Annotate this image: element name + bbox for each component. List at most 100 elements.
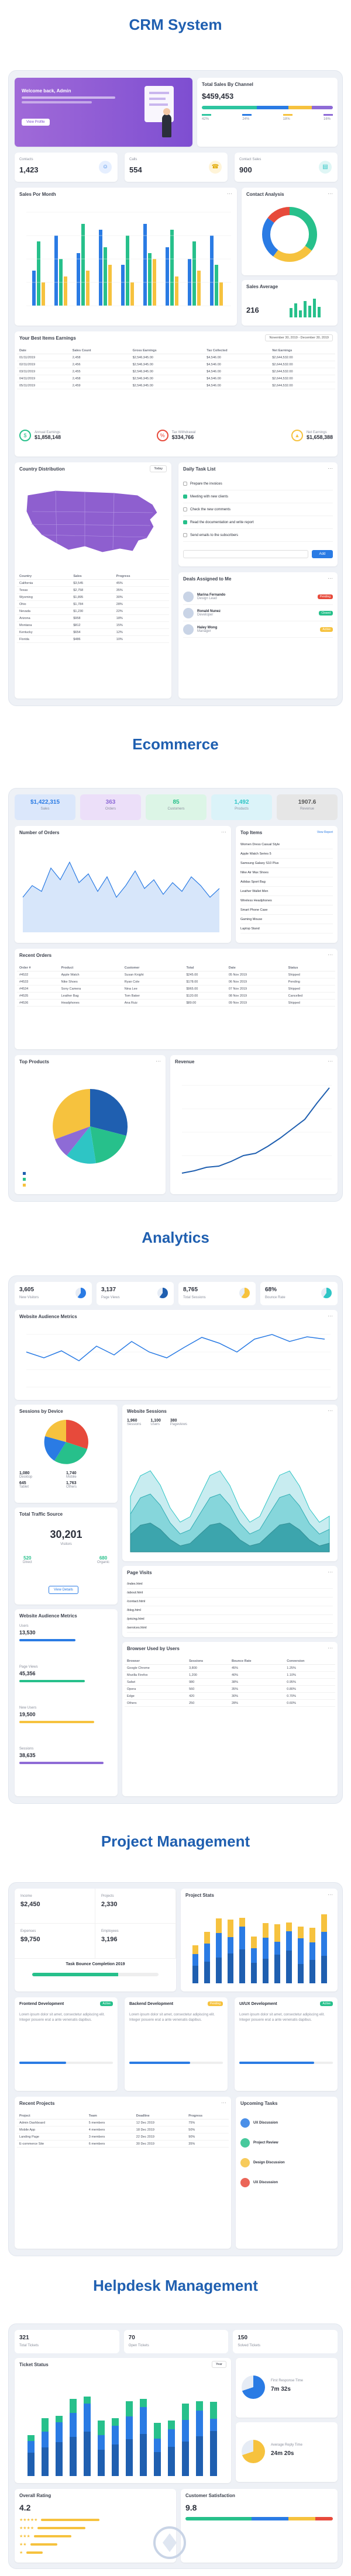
top-item-row[interactable]: Gaming Mouse — [240, 915, 333, 924]
earnings-date-picker[interactable]: November 30, 2019 - December 30, 2019 — [265, 334, 333, 341]
top-items-link[interactable]: View Report — [316, 831, 333, 834]
table-cell: 07 Nov 2019 — [226, 985, 286, 993]
upcoming-item[interactable]: Project Review — [240, 2133, 333, 2153]
todo-checkbox[interactable] — [183, 520, 187, 524]
upcoming-item[interactable]: UX Discussion — [240, 2113, 333, 2133]
top-item-row[interactable]: Leather Wallet Men — [240, 887, 333, 896]
page-row[interactable]: /about.html — [127, 1589, 333, 1598]
more-icon[interactable]: ⋯ — [221, 829, 226, 835]
project-card[interactable]: Frontend Development Active Lorem ipsum do… — [15, 1997, 118, 2091]
project-card[interactable]: UI/UX Development Active Lorem ipsum dolor… — [235, 1997, 338, 2091]
todo-input[interactable] — [183, 550, 308, 558]
todo-checkbox[interactable] — [183, 495, 187, 499]
top-items-title: Top Items — [240, 830, 263, 835]
more-icon[interactable]: ⋯ — [156, 1058, 161, 1064]
more-icon[interactable]: ⋯ — [328, 465, 333, 471]
tax-withdrawal-icon: % — [156, 430, 168, 441]
bar — [168, 2429, 175, 2447]
table-row[interactable]: California $3,545 45% — [17, 579, 169, 587]
todo-item[interactable]: Read the documentation and write report — [183, 516, 333, 529]
table-row[interactable]: 03/11/2019 2,455 $2,546,945.00 $4,546.00 $2,… — [17, 368, 335, 375]
more-icon[interactable]: ⋯ — [328, 952, 333, 957]
top-item-row[interactable]: Nike Air Max Shoes — [240, 868, 333, 877]
todo-item[interactable]: Send emails to the subscribers — [183, 529, 333, 542]
more-icon[interactable]: ⋯ — [221, 2100, 226, 2105]
todo-item[interactable]: Check the new comments — [183, 503, 333, 516]
top-item-row[interactable]: Smart Phone Case — [240, 905, 333, 915]
more-icon[interactable]: ⋯ — [328, 1058, 333, 1064]
table-row[interactable]: Nevada $1,230 22% — [17, 607, 169, 615]
table-row[interactable]: 05/11/2019 2,459 $2,546,945.00 $4,546.00 $2,… — [17, 382, 335, 389]
table-row[interactable]: E-commerce Site 6 members 30 Dec 2019 35% — [17, 2140, 229, 2148]
more-icon[interactable]: ⋯ — [328, 1645, 333, 1651]
top-item-row[interactable]: Laptop Stand — [240, 924, 333, 933]
table-cell: Edge — [125, 1692, 187, 1700]
table-row[interactable]: #4535 Leather Bag Tom Baker $120.00 08 Nov 2… — [17, 992, 335, 1000]
upcoming-item[interactable]: Design Discussion — [240, 2153, 333, 2173]
project-card-text: Lorem ipsum dolor sit amet, consectetur … — [129, 2013, 215, 2022]
table-row[interactable]: Safari 980 38% 0.95% — [125, 1678, 335, 1686]
deal-item[interactable]: Marina Fernando Design Lead Pending — [183, 589, 333, 605]
page-row[interactable]: /contact.html — [127, 1598, 333, 1606]
more-icon[interactable]: ⋯ — [227, 191, 232, 196]
more-icon[interactable]: ⋯ — [328, 575, 333, 581]
top-item-row[interactable]: Adidas Sport Bag — [240, 877, 333, 887]
more-icon[interactable]: ⋯ — [328, 1569, 333, 1575]
deal-item[interactable]: Ronald Nunez Developer Closed — [183, 605, 333, 621]
upcoming-item[interactable]: UX Discussion — [240, 2173, 333, 2193]
table-row[interactable]: Montana $812 15% — [17, 621, 169, 629]
table-row[interactable]: Wyoming $1,895 30% — [17, 593, 169, 601]
project-card[interactable]: Backend Development Pending Lorem ipsum do… — [125, 1997, 228, 2091]
table-row[interactable]: Others 250 28% 0.60% — [125, 1699, 335, 1707]
ticket-filter-button[interactable]: Year — [211, 2361, 226, 2368]
page-row[interactable]: /services.html — [127, 1624, 333, 1633]
traffic-details-button[interactable]: View Details — [49, 1586, 78, 1594]
table-row[interactable]: 02/11/2019 2,456 $2,546,945.00 $4,546.00 $2,… — [17, 361, 335, 368]
deal-item[interactable]: Haley Wong Manager Active — [183, 621, 333, 638]
page-row[interactable]: /pricing.html — [127, 1615, 333, 1624]
todo-checkbox[interactable] — [183, 507, 187, 511]
metric-bar — [19, 1639, 75, 1641]
map-filter-button[interactable]: Today — [150, 465, 167, 472]
top-item-row[interactable]: Wireless Headphones — [240, 896, 333, 905]
table-row[interactable]: Texas $2,758 35% — [17, 586, 169, 594]
table-row[interactable]: Mozilla Firefox 1,200 40% 1.10% — [125, 1671, 335, 1679]
table-row[interactable]: Edge 420 30% 0.70% — [125, 1692, 335, 1700]
table-row[interactable]: Arizona $958 18% — [17, 614, 169, 622]
audience-metrics-card: Website Audience Metrics Users 13,530 Page… — [15, 1609, 118, 1796]
table-row[interactable]: Google Chrome 3,800 45% 1.25% — [125, 1664, 335, 1672]
todo-item[interactable]: Meeting with new clients — [183, 490, 333, 503]
table-row[interactable]: Florida $486 10% — [17, 635, 169, 643]
top-item-row[interactable]: Samsung Galaxy S10 Plus — [240, 859, 333, 868]
table-row[interactable]: Kentucky $654 12% — [17, 628, 169, 636]
table-row[interactable]: Admin Dashboard 5 members 12 Dec 2019 75% — [17, 2119, 229, 2127]
bar — [286, 1931, 292, 1951]
banner-button[interactable]: View Profile — [22, 119, 50, 126]
table-row[interactable]: Opera 560 35% 0.80% — [125, 1685, 335, 1693]
table-row[interactable]: Ohio $1,784 28% — [17, 600, 169, 608]
todo-add-button[interactable]: Add — [312, 550, 333, 558]
todo-checkbox[interactable] — [183, 482, 187, 486]
orders-header: Total — [184, 965, 226, 971]
todo-checkbox[interactable] — [183, 533, 187, 537]
page-row[interactable]: /index.html — [127, 1580, 333, 1589]
more-icon[interactable]: ⋯ — [328, 1313, 333, 1319]
top-item-row[interactable]: Women Dress Casual Style — [240, 840, 333, 849]
more-icon[interactable]: ⋯ — [328, 1892, 333, 1897]
top-item-row[interactable]: Apple Watch Series 5 — [240, 849, 333, 859]
page-row[interactable]: /blog.html — [127, 1606, 333, 1615]
stat-value: 1,492 — [234, 799, 249, 805]
table-row[interactable]: Landing Page 3 members 22 Dec 2019 90% — [17, 2133, 229, 2141]
more-icon[interactable]: ⋯ — [328, 191, 333, 196]
table-row[interactable]: #4536 Headphones Ana Ruiz $89.00 09 Nov 2019… — [17, 999, 335, 1007]
welcome-banner: Welcome back, Admin View Profile — [15, 78, 192, 147]
table-row[interactable]: #4533 Nike Shoes Ryan Cole $178.00 06 Nov 20… — [17, 978, 335, 986]
more-icon[interactable]: ⋯ — [328, 1408, 333, 1413]
table-row[interactable]: #4532 Apple Watch Susan Knight $245.00 05 No… — [17, 971, 335, 978]
table-row[interactable]: Mobile App 4 members 18 Dec 2019 50% — [17, 2126, 229, 2134]
earnings-header: Date — [17, 348, 70, 354]
table-row[interactable]: 04/11/2019 2,458 $2,546,945.00 $4,546.00 $2,… — [17, 375, 335, 382]
table-row[interactable]: 01/11/2019 2,458 $2,546,945.00 $4,546.00 $2,… — [17, 354, 335, 361]
todo-item[interactable]: Prepare the invoices — [183, 478, 333, 490]
table-row[interactable]: #4534 Sony Camera Nina Lee $965.00 07 Nov 20… — [17, 985, 335, 993]
